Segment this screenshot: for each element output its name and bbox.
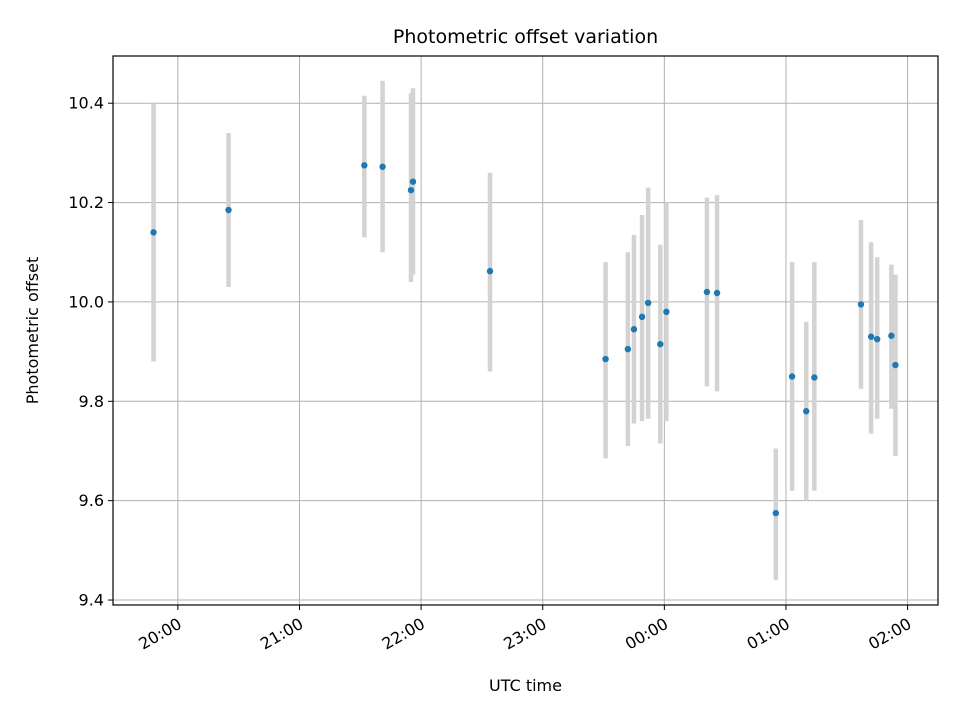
data-point bbox=[873, 335, 881, 343]
data-point bbox=[772, 509, 780, 517]
data-point bbox=[803, 408, 810, 415]
data-point bbox=[663, 308, 670, 316]
data-point bbox=[644, 299, 652, 307]
data-point bbox=[602, 355, 609, 363]
chart-title: Photometric offset variation bbox=[393, 26, 658, 48]
point-layer bbox=[150, 162, 899, 517]
data-point bbox=[379, 163, 386, 170]
data-point bbox=[857, 301, 865, 308]
data-point bbox=[150, 229, 157, 236]
x-axis-title: UTC time bbox=[489, 676, 562, 695]
y-axis-title: Photometric offset bbox=[23, 257, 42, 405]
grid-layer bbox=[113, 56, 938, 605]
data-point bbox=[624, 345, 632, 353]
data-point bbox=[225, 206, 232, 214]
data-point bbox=[888, 332, 895, 339]
data-point bbox=[713, 289, 721, 297]
data-point bbox=[486, 267, 494, 275]
y-tick-label: 9.8 bbox=[79, 392, 104, 411]
data-point bbox=[867, 333, 875, 340]
data-point bbox=[811, 374, 818, 381]
data-point bbox=[630, 326, 638, 333]
data-point bbox=[407, 186, 415, 194]
data-point bbox=[703, 288, 711, 296]
y-tick-label: 10.2 bbox=[68, 193, 104, 212]
data-point bbox=[638, 313, 646, 321]
y-tick-label: 10.0 bbox=[68, 292, 104, 311]
data-point bbox=[788, 373, 796, 380]
plot-frame bbox=[112, 55, 939, 606]
y-tick-label: 9.4 bbox=[79, 591, 104, 610]
data-point bbox=[409, 178, 417, 185]
y-tick-label: 10.4 bbox=[68, 94, 104, 113]
data-point bbox=[892, 361, 899, 369]
data-point bbox=[657, 340, 664, 348]
y-tick-label: 9.6 bbox=[79, 491, 104, 510]
data-point bbox=[361, 162, 368, 169]
